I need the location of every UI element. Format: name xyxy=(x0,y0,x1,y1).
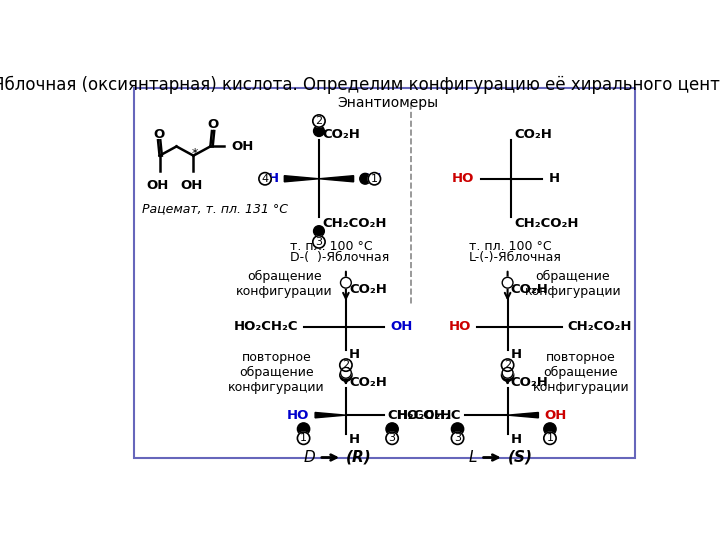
Text: H: H xyxy=(349,348,360,361)
Circle shape xyxy=(314,126,324,137)
Bar xyxy=(134,88,634,457)
Circle shape xyxy=(312,115,325,127)
Text: 2: 2 xyxy=(315,116,323,126)
Text: CO₂H: CO₂H xyxy=(349,283,387,296)
Circle shape xyxy=(501,369,514,381)
Text: HO: HO xyxy=(449,320,471,333)
Text: HO₂CH₂C: HO₂CH₂C xyxy=(234,320,298,333)
Text: CO₂H: CO₂H xyxy=(515,127,552,140)
Circle shape xyxy=(341,367,351,378)
Text: CO₂H: CO₂H xyxy=(510,283,549,296)
Text: H: H xyxy=(268,172,279,185)
Circle shape xyxy=(360,173,371,184)
Text: 4: 4 xyxy=(261,174,269,184)
Circle shape xyxy=(503,367,513,378)
Circle shape xyxy=(501,359,514,372)
Polygon shape xyxy=(315,413,346,418)
Text: (R): (R) xyxy=(346,450,372,465)
Text: HO: HO xyxy=(452,172,474,185)
Text: Энантиомеры: Энантиомеры xyxy=(338,96,438,110)
Text: 3: 3 xyxy=(454,433,461,443)
Text: Яблочная (оксиянтарная) кислота. Определим конфигурацию её хирального центра.: Яблочная (оксиянтарная) кислота. Определ… xyxy=(0,76,720,94)
Circle shape xyxy=(451,423,464,435)
Circle shape xyxy=(312,236,325,248)
Text: 3: 3 xyxy=(389,433,395,443)
Text: CO₂H: CO₂H xyxy=(349,375,387,389)
Text: HO₂CH₂C: HO₂CH₂C xyxy=(397,409,462,422)
Text: H: H xyxy=(510,348,522,361)
Text: 1: 1 xyxy=(546,433,554,443)
Text: O: O xyxy=(153,127,164,140)
Text: повторное
обращение
конфигурации: повторное обращение конфигурации xyxy=(228,351,325,394)
Text: (S): (S) xyxy=(508,450,533,465)
Text: OH: OH xyxy=(181,179,203,192)
Circle shape xyxy=(503,278,513,288)
Circle shape xyxy=(544,423,556,435)
Circle shape xyxy=(386,423,398,435)
Text: обращение
конфигурации: обращение конфигурации xyxy=(236,270,333,298)
Text: CO₂H: CO₂H xyxy=(510,375,549,389)
Text: H: H xyxy=(549,172,559,185)
Text: CH₂CO₂H: CH₂CO₂H xyxy=(322,217,387,230)
Text: *: * xyxy=(192,147,198,160)
Text: HO: HO xyxy=(287,409,309,422)
Text: 1: 1 xyxy=(300,433,307,443)
Text: CH₂CO₂H: CH₂CO₂H xyxy=(515,217,579,230)
Polygon shape xyxy=(508,413,539,418)
Text: D-(  )-Яблочная: D-( )-Яблочная xyxy=(290,251,390,264)
Text: повторное
обращение
конфигурации: повторное обращение конфигурации xyxy=(532,351,629,394)
Circle shape xyxy=(544,432,556,444)
Circle shape xyxy=(340,359,352,372)
Polygon shape xyxy=(284,176,319,182)
Text: L-(-)-Яблочная: L-(-)-Яблочная xyxy=(469,251,562,264)
Text: 3: 3 xyxy=(315,237,323,247)
Circle shape xyxy=(368,173,381,185)
Circle shape xyxy=(297,432,310,444)
Text: L: L xyxy=(468,450,477,465)
Text: D: D xyxy=(303,450,315,465)
Circle shape xyxy=(259,173,271,185)
Circle shape xyxy=(314,226,324,237)
Text: OH: OH xyxy=(231,140,253,153)
Text: OH: OH xyxy=(390,320,413,333)
Text: H: H xyxy=(349,433,360,446)
Text: OH: OH xyxy=(359,172,382,185)
Text: O: O xyxy=(207,118,218,131)
Circle shape xyxy=(297,423,310,435)
Text: OH: OH xyxy=(147,179,169,192)
Text: CO₂H: CO₂H xyxy=(322,127,360,140)
Text: обращение
конфигурации: обращение конфигурации xyxy=(525,270,621,298)
Text: H: H xyxy=(510,433,522,446)
Text: 2: 2 xyxy=(342,360,349,370)
Text: Рацемат, т. пл. 131 °С: Рацемат, т. пл. 131 °С xyxy=(142,202,288,215)
Polygon shape xyxy=(319,176,354,182)
Circle shape xyxy=(340,369,352,381)
Text: 1: 1 xyxy=(371,174,378,184)
Circle shape xyxy=(451,432,464,444)
Text: CH₂CO₂H: CH₂CO₂H xyxy=(387,409,452,422)
Text: OH: OH xyxy=(544,409,567,422)
Text: т. пл. 100 °С: т. пл. 100 °С xyxy=(290,240,373,253)
Text: т. пл. 100 °С: т. пл. 100 °С xyxy=(469,240,552,253)
Text: CH₂CO₂H: CH₂CO₂H xyxy=(567,320,632,333)
Circle shape xyxy=(341,278,351,288)
Text: 2: 2 xyxy=(504,360,511,370)
Circle shape xyxy=(386,432,398,444)
